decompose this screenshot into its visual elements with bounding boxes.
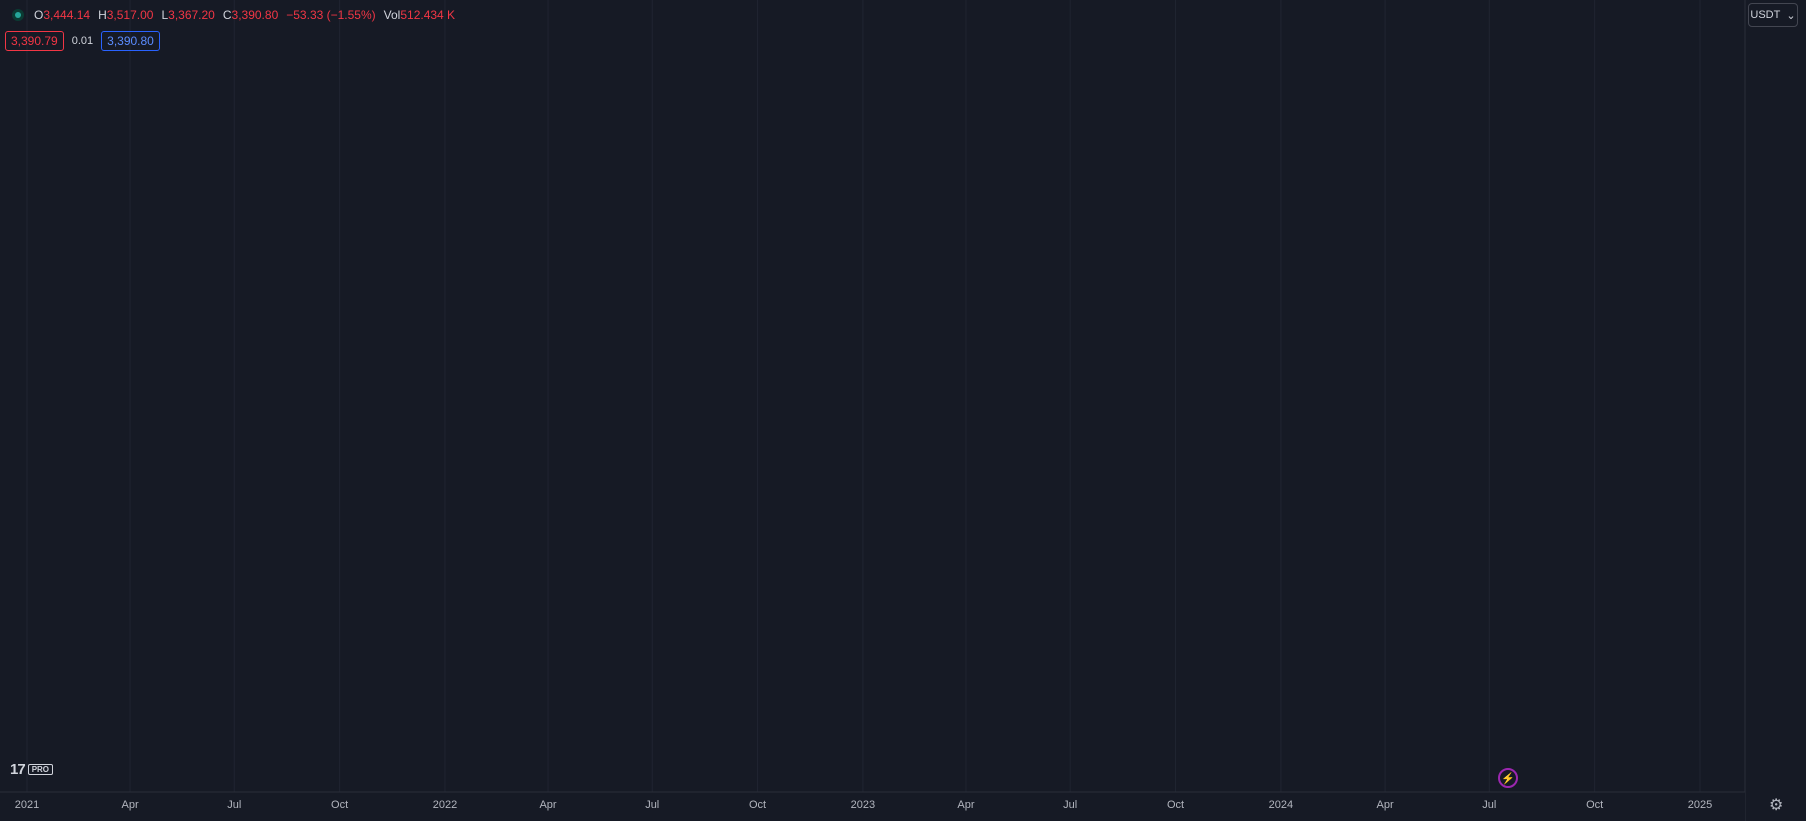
time-tick-label: 2025 [1688, 799, 1712, 811]
grid-lines [26, 0, 1701, 792]
time-tick-label: Oct [1167, 799, 1184, 811]
time-axis-panel [0, 792, 1745, 821]
low-label: L [161, 8, 169, 22]
time-tick-label: Oct [1586, 799, 1603, 811]
logo-mark: 17 [10, 761, 26, 778]
sell-button[interactable]: 3,390.79 [5, 31, 64, 51]
tradingview-logo[interactable]: 17 PRO [10, 761, 54, 778]
time-tick-label: 2024 [1269, 799, 1293, 811]
ohlc-legend: O 3,444.14 H 3,517.00 L 3,367.20 C 3,390.80 … [12, 6, 463, 24]
volume-label: Vol [383, 8, 401, 22]
open-value: 3,444.14 [43, 8, 91, 22]
time-tick-label: 2022 [433, 799, 457, 811]
pro-badge: PRO [27, 764, 54, 775]
low-value: 3,367.20 [168, 8, 215, 22]
time-tick-label: Oct [331, 799, 348, 811]
time-tick-label: 2021 [15, 799, 39, 811]
time-tick-label: Jul [1063, 799, 1077, 811]
change-value: −53.33 (−1.55%) [286, 8, 376, 22]
time-tick-label: 2023 [851, 799, 875, 811]
time-axis-labels: 2021 Apr Jul Oct 2022 Apr Jul Oct 2023 Apr Jul Oct 2… [15, 799, 1712, 811]
spread-value: 0.01 [71, 35, 94, 47]
time-tick-label: Jul [227, 799, 241, 811]
buy-button[interactable]: 3,390.80 [101, 31, 160, 51]
time-tick-label: Jul [1482, 799, 1496, 811]
trade-buttons: 3,390.79 0.01 3,390.80 [5, 31, 160, 51]
close-value: 3,390.80 [231, 8, 279, 22]
gear-icon[interactable]: ⚙ [1769, 797, 1784, 814]
chevron-down-icon: ⌄ [1786, 9, 1796, 22]
price-axis-panel [1745, 0, 1806, 821]
time-tick-label: Apr [957, 799, 974, 811]
currency-selector[interactable]: USDT ⌄ [1748, 3, 1798, 27]
time-tick-label: Apr [1377, 799, 1394, 811]
close-label: C [222, 8, 232, 22]
time-tick-label: Oct [749, 799, 766, 811]
volume-value: 512.434 K [400, 8, 456, 22]
open-label: O [34, 8, 44, 22]
lightning-icon[interactable]: ⚡ [1498, 768, 1518, 788]
currency-label: USDT [1750, 9, 1781, 21]
high-label: H [98, 8, 107, 22]
high-value: 3,517.00 [106, 8, 154, 22]
market-status-icon [12, 9, 24, 21]
time-tick-label: Apr [539, 799, 556, 811]
time-tick-label: Apr [121, 799, 138, 811]
time-tick-label: Jul [645, 799, 659, 811]
